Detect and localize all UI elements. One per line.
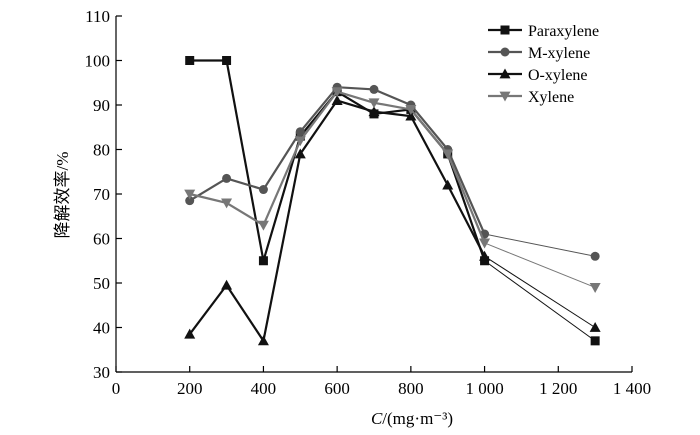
series-line-tail <box>484 242 596 288</box>
legend: Paraxylene M-xylene O-xylene Xylene <box>488 23 599 106</box>
y-tick-label: 90 <box>93 96 110 115</box>
y-tick-label: 50 <box>93 274 110 293</box>
data-point <box>479 238 491 249</box>
data-point <box>221 198 233 209</box>
data-point <box>589 283 601 293</box>
y-tick-label: 110 <box>85 7 110 26</box>
x-tick-label: 1 400 <box>613 379 651 398</box>
legend-marker <box>499 68 511 79</box>
x-axis-title-variable: C <box>371 409 383 428</box>
data-point <box>369 84 379 94</box>
series-m-xylene <box>185 82 600 261</box>
series-o-xylene <box>184 95 601 346</box>
data-point <box>294 136 306 147</box>
legend-item-xylene: Xylene <box>488 89 574 106</box>
series-line-tail <box>484 255 596 328</box>
legend-item-o-xylene: O-xylene <box>488 67 588 84</box>
legend-marker <box>500 47 510 57</box>
x-axis: 0 200 400 600 800 1 000 1 200 1 400 <box>112 366 651 398</box>
data-point <box>590 336 600 346</box>
data-point <box>405 105 417 115</box>
data-point <box>185 56 195 65</box>
legend-label: Xylene <box>528 89 574 106</box>
data-point <box>442 149 454 160</box>
legend-label: Paraxylene <box>528 23 599 40</box>
y-tick-label: 80 <box>93 141 110 160</box>
y-axis-title: 降解效率/% <box>53 152 72 239</box>
x-tick-label: 800 <box>398 379 424 398</box>
data-point <box>222 173 232 183</box>
data-point <box>295 127 305 137</box>
x-tick-label: 600 <box>324 379 350 398</box>
series-line <box>189 86 486 235</box>
data-point <box>294 148 306 159</box>
x-axis-title: C/(mg·m⁻³) <box>371 409 453 428</box>
x-axis-title-unit: /(mg·m⁻³) <box>382 409 453 428</box>
legend-item-m-xylene: M-xylene <box>488 45 590 62</box>
data-point <box>405 110 417 121</box>
data-point <box>480 256 490 266</box>
x-tick-label: 0 <box>112 379 121 398</box>
data-point <box>257 220 269 231</box>
series-layer <box>184 56 601 346</box>
data-point <box>479 250 491 261</box>
legend-marker <box>499 91 511 102</box>
y-tick-label: 70 <box>93 185 110 204</box>
series-line-tail <box>484 260 596 342</box>
y-axis: 30 40 50 60 70 80 90 100 110 <box>85 7 122 382</box>
data-point <box>442 179 454 190</box>
series-line <box>189 90 486 244</box>
y-tick-label: 40 <box>93 319 110 338</box>
data-point <box>368 98 380 109</box>
data-point <box>185 196 195 206</box>
series-line <box>188 99 486 344</box>
data-point <box>331 95 343 105</box>
y-tick-label: 100 <box>85 52 111 71</box>
legend-item-paraxylene: Paraxylene <box>488 23 599 40</box>
series-xylene <box>184 87 601 293</box>
data-point <box>589 322 601 332</box>
data-point <box>368 106 380 117</box>
data-point <box>221 279 233 290</box>
data-point <box>184 189 196 200</box>
series-line-tail <box>484 233 596 257</box>
y-tick-label: 60 <box>93 230 110 249</box>
data-point <box>184 328 196 339</box>
data-point <box>258 256 268 266</box>
data-point <box>590 251 600 261</box>
x-tick-label: 400 <box>251 379 277 398</box>
data-point <box>258 185 268 195</box>
data-point <box>257 335 269 346</box>
data-point <box>331 87 343 98</box>
y-tick-label: 30 <box>93 363 110 382</box>
x-tick-label: 1 000 <box>465 379 503 398</box>
x-tick-label: 200 <box>177 379 203 398</box>
legend-label: O-xylene <box>528 67 588 84</box>
data-point <box>222 56 232 65</box>
x-tick-label: 1 200 <box>539 379 577 398</box>
legend-label: M-xylene <box>528 45 590 62</box>
legend-marker <box>500 25 510 35</box>
